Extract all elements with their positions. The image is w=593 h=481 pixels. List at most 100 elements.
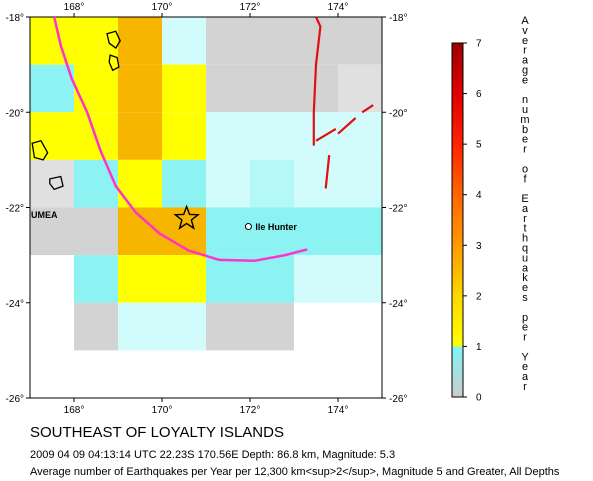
place-markers: UMEA Ile Hunter — [31, 210, 297, 232]
epicenter-star-icon[interactable] — [173, 204, 201, 230]
legend-title-letter: a — [522, 55, 529, 67]
lon-tick-label-bottom: 168° — [64, 405, 85, 416]
legend-title-letter: u — [522, 252, 528, 264]
lon-tick-label-bottom: 170° — [152, 405, 173, 416]
grid-cell — [74, 207, 118, 256]
grid-cell — [294, 207, 338, 256]
spreading-ridges — [312, 16, 374, 189]
graticule-ticks: 168° 168° 170° 170° 172° 172° 174° 174° -18° -18°… — [6, 2, 408, 416]
grid-cell — [30, 112, 74, 160]
lon-tick-label-top: 174° — [328, 2, 349, 13]
grid-cell — [206, 207, 250, 256]
legend-title-letter: r — [523, 144, 527, 156]
grid-cell — [30, 207, 74, 256]
legend-title-letter: e — [522, 134, 528, 146]
place-label: UMEA — [31, 210, 58, 220]
ridge-segment — [337, 117, 357, 135]
grid-cell — [74, 159, 118, 208]
grid-cell — [74, 302, 118, 351]
legend-tick-label: 2 — [476, 291, 482, 302]
legend-title-letter: e — [522, 282, 528, 294]
grid-cell — [206, 64, 250, 113]
grid-cell — [294, 159, 338, 208]
grid-cell — [250, 207, 294, 256]
legend-title-letter: r — [523, 332, 527, 344]
island-outline — [31, 140, 49, 161]
legend-tick-label: 5 — [476, 140, 482, 151]
legend-title-letter: h — [522, 233, 528, 245]
grid-cell — [250, 255, 294, 303]
grid-cell — [294, 255, 338, 303]
legend-title-letter: e — [522, 35, 528, 47]
place-label: Ile Hunter — [255, 222, 297, 232]
grid-cell — [30, 159, 74, 208]
grid-cell — [206, 255, 250, 303]
island-outline — [106, 30, 121, 49]
lat-tick-label-left: -24° — [6, 299, 24, 310]
grid-cell — [250, 64, 294, 113]
legend-title-letter: g — [522, 64, 528, 76]
legend-tick-label: 0 — [476, 393, 482, 404]
legend-title-letter: m — [520, 114, 529, 126]
grid-cell — [206, 17, 250, 65]
grid-cell — [162, 302, 206, 351]
lon-tick-label-bottom: 174° — [328, 405, 349, 416]
grid-cell — [74, 255, 118, 303]
grid-cell — [74, 64, 118, 113]
subduction-trench-line — [52, 16, 308, 263]
grid-cell — [338, 159, 382, 208]
lat-tick-label-left: -22° — [6, 204, 24, 215]
grid-cell — [206, 302, 250, 351]
grid-cell — [338, 17, 382, 65]
legend-title-letter: n — [522, 94, 528, 106]
legend-title-letter: e — [522, 361, 528, 373]
grid-cell — [250, 159, 294, 208]
legend-title-letter: b — [522, 124, 528, 136]
lat-tick-label-left: -20° — [6, 108, 24, 119]
island-outline — [108, 54, 120, 72]
grid-cell — [250, 302, 294, 351]
grid-cell — [294, 112, 338, 160]
grid-cell — [74, 17, 118, 65]
lat-tick-label-right: -20° — [389, 108, 407, 119]
grid-cell — [206, 159, 250, 208]
grid-cell — [338, 207, 382, 256]
legend-title-letter: a — [522, 203, 529, 215]
legend-title-letter: f — [523, 173, 527, 185]
legend-title-letter: o — [522, 163, 528, 175]
place-dot — [244, 223, 252, 231]
grid-cell — [118, 64, 162, 113]
lat-tick-label-right: -18° — [389, 13, 407, 24]
grid-cell — [118, 302, 162, 351]
legend-tick-label: 1 — [476, 342, 482, 353]
legend-title-letter: s — [522, 292, 528, 304]
legend-title-letter: E — [521, 193, 528, 205]
grid-cell — [118, 17, 162, 65]
grid-cell — [118, 112, 162, 160]
legend-title-letter: a — [522, 371, 529, 383]
ridge-segment — [315, 127, 337, 142]
grid-cell — [206, 112, 250, 160]
grid-cell — [162, 17, 206, 65]
legend-color-bar — [451, 42, 464, 398]
grid-cell — [118, 159, 162, 208]
grid-cell — [162, 255, 206, 303]
grid-cell — [162, 112, 206, 160]
legend-title-letter: v — [522, 25, 528, 37]
rate-grid — [30, 17, 382, 351]
legend-title-letter: Y — [521, 351, 529, 363]
lat-tick-label-right: -24° — [389, 299, 407, 310]
region-title: SOUTHEAST OF LOYALTY ISLANDS — [30, 424, 284, 441]
legend-title-letter: p — [522, 312, 528, 324]
ridge-segment — [324, 154, 331, 189]
lat-tick-label-left: -26° — [6, 394, 24, 405]
legend-title-letter: a — [522, 262, 529, 274]
legend-title-letter: A — [521, 15, 529, 27]
ridge-segment — [361, 104, 374, 114]
grid-cell — [250, 112, 294, 160]
legend-title-letter: t — [523, 223, 526, 235]
map-caption: Average number of Earthquakes per Year p… — [30, 466, 560, 478]
